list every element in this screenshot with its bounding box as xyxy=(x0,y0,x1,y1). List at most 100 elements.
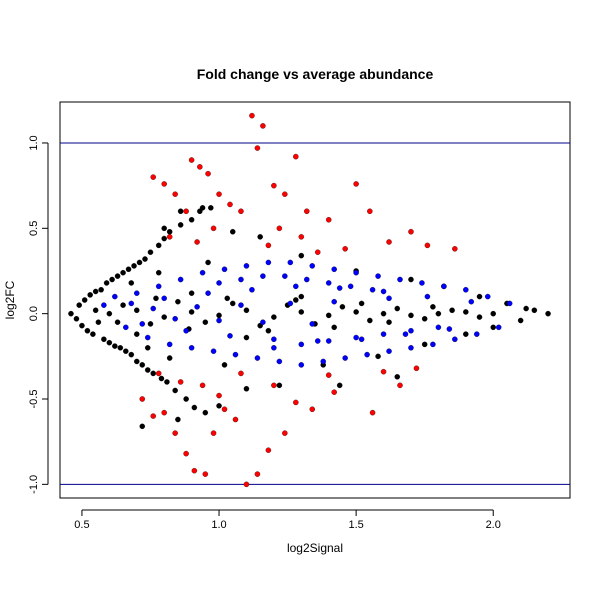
data-point xyxy=(90,331,96,337)
data-point xyxy=(325,312,332,319)
data-point xyxy=(408,312,414,319)
data-point xyxy=(147,249,154,255)
data-point xyxy=(243,386,250,392)
data-point xyxy=(342,246,348,252)
data-point xyxy=(131,263,137,269)
data-point xyxy=(282,430,288,436)
data-point xyxy=(353,334,359,341)
data-point xyxy=(183,327,189,334)
data-point xyxy=(331,266,337,273)
data-point xyxy=(123,348,129,354)
data-point xyxy=(161,409,167,416)
data-point xyxy=(347,283,354,290)
data-point xyxy=(260,319,266,325)
data-point xyxy=(298,362,305,368)
data-point xyxy=(287,259,294,266)
data-point xyxy=(449,307,455,313)
data-point xyxy=(298,309,305,315)
data-point xyxy=(216,317,222,324)
data-point xyxy=(194,239,200,245)
data-point xyxy=(172,387,178,394)
data-point xyxy=(183,208,189,214)
data-point xyxy=(276,225,283,232)
data-point xyxy=(282,191,288,197)
data-point xyxy=(150,174,156,180)
data-point xyxy=(452,246,458,252)
data-point xyxy=(68,310,74,317)
data-point xyxy=(517,317,524,324)
data-point xyxy=(134,290,140,296)
data-point xyxy=(380,331,387,337)
data-point xyxy=(298,293,305,300)
data-point xyxy=(227,333,233,339)
data-point xyxy=(112,343,118,349)
data-point xyxy=(424,242,431,249)
data-point xyxy=(221,362,228,368)
data-point xyxy=(155,370,162,377)
data-point xyxy=(109,276,115,283)
data-point xyxy=(476,314,483,320)
data-point xyxy=(199,382,206,389)
data-point xyxy=(161,225,167,232)
data-point xyxy=(166,234,173,240)
data-point xyxy=(243,263,250,269)
data-point xyxy=(474,331,480,337)
data-point xyxy=(243,481,250,488)
data-point xyxy=(128,280,135,286)
data-point xyxy=(276,358,283,365)
data-point xyxy=(194,304,200,310)
data-point xyxy=(265,259,272,266)
data-point xyxy=(364,351,370,358)
data-point xyxy=(101,336,107,343)
data-point xyxy=(293,283,299,290)
data-point xyxy=(155,269,162,276)
data-point xyxy=(304,276,310,283)
data-point xyxy=(271,314,277,320)
data-point xyxy=(369,409,376,416)
data-point xyxy=(375,353,381,360)
data-point xyxy=(238,276,244,283)
data-point xyxy=(139,396,146,402)
data-point xyxy=(419,280,425,286)
data-point xyxy=(79,322,85,329)
x-tick-label: 1.5 xyxy=(348,519,363,531)
data-point xyxy=(358,300,365,307)
y-tick-label: 0.5 xyxy=(28,221,40,236)
data-point xyxy=(430,341,436,348)
data-point xyxy=(103,280,110,286)
data-point xyxy=(158,375,165,382)
y-tick-label: 0.0 xyxy=(28,306,40,321)
data-point xyxy=(136,259,143,266)
data-point xyxy=(446,326,453,332)
data-point xyxy=(224,295,231,302)
data-point xyxy=(161,314,167,320)
data-point xyxy=(331,389,337,395)
data-point xyxy=(134,307,140,313)
data-point xyxy=(139,423,146,430)
x-tick-label: 2.0 xyxy=(486,519,501,531)
data-point xyxy=(229,228,236,235)
data-point xyxy=(408,327,414,334)
data-point xyxy=(298,252,305,259)
data-point xyxy=(139,362,146,368)
data-point xyxy=(183,396,189,402)
data-point xyxy=(229,300,236,307)
data-point xyxy=(114,319,121,325)
data-point xyxy=(216,312,222,319)
data-point xyxy=(73,316,80,322)
data-point xyxy=(339,304,346,310)
data-point xyxy=(276,382,283,389)
y-tick-label: 1.0 xyxy=(28,135,40,150)
data-point xyxy=(309,406,316,412)
data-point xyxy=(325,372,332,378)
data-point xyxy=(243,334,250,341)
chart-title: Fold change vs average abundance xyxy=(197,66,434,82)
data-point xyxy=(199,205,206,211)
data-point xyxy=(342,355,348,361)
data-point xyxy=(394,305,401,312)
data-point xyxy=(139,321,146,327)
data-point xyxy=(249,287,255,293)
data-point xyxy=(208,205,214,211)
data-point xyxy=(260,273,266,279)
data-point xyxy=(205,259,211,266)
